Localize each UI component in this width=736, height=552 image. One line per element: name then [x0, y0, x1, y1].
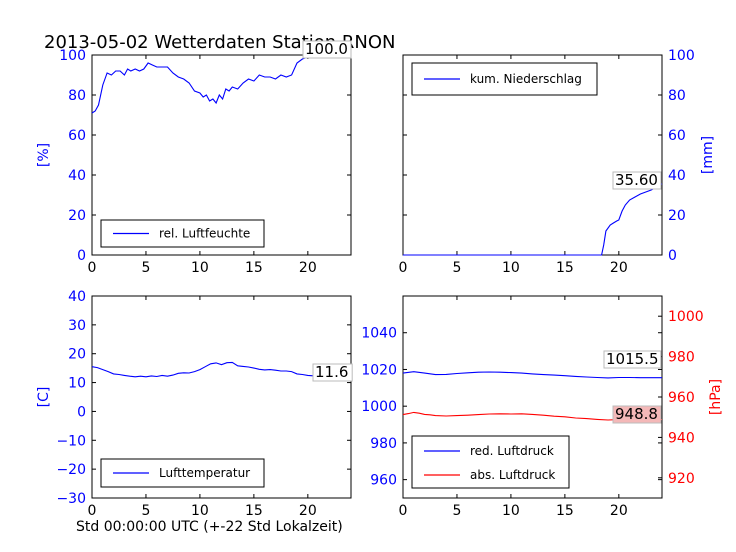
axes-frame: [91, 54, 352, 256]
y-tick-label: −20: [56, 462, 86, 478]
value-label-box: [603, 350, 662, 369]
value-label-box: [302, 40, 352, 59]
y-tick-label: 1040: [361, 326, 397, 342]
y-tick-label: 10: [68, 376, 86, 392]
y-tick-label: 980: [370, 436, 397, 452]
value-label-box: [612, 405, 662, 424]
legend: red. Luftdruck abs. Luftdruck: [411, 435, 570, 489]
axes-frame: [91, 295, 352, 499]
y-tick-label: 30: [68, 318, 86, 334]
legend-entry: red. Luftdruck: [470, 444, 554, 458]
value-label: 948.8: [615, 405, 658, 423]
x-tick-label: 20: [610, 260, 628, 276]
x-axis-label: Std 00:00:00 UTC (+-22 Std Lokalzeit): [76, 519, 343, 535]
y-right-tick-label: 1000: [668, 309, 704, 325]
x-tick-label: 10: [502, 503, 520, 519]
legend-entry: abs. Luftdruck: [470, 468, 555, 482]
y-tick-label: 60: [68, 128, 86, 144]
y-tick-label: 100: [59, 48, 86, 64]
x-tick-label: 15: [556, 503, 574, 519]
y-tick-label: 1020: [361, 362, 397, 378]
y-tick-label: 20: [68, 208, 86, 224]
value-label-box: [612, 171, 662, 190]
series-line-1: [91, 361, 352, 379]
value-label: 1015.5: [606, 350, 659, 368]
x-tick-label: 0: [399, 503, 408, 519]
x-tick-label: 5: [452, 260, 461, 276]
legend-entry: rel. Luftfeuchte: [159, 227, 250, 241]
y-axis-label: [%]: [36, 143, 52, 167]
value-label-box: [312, 363, 353, 382]
y-right-tick-label: 920: [668, 471, 695, 487]
panel-top-left: 0 5 10 15 20 0 20 40 60 80 100 [%] rel. Luftfeuchte 1…: [36, 40, 352, 276]
value-label: 100.0: [305, 40, 348, 58]
y-tick-label: 80: [668, 88, 686, 104]
y-tick-label: 100: [668, 48, 695, 64]
x-tick-label: 20: [299, 260, 317, 276]
value-label: 11.6: [315, 363, 348, 381]
y-tick-label: 40: [68, 289, 86, 305]
y-tick-label: 60: [668, 128, 686, 144]
y-tick-label: 40: [68, 168, 86, 184]
x-tick-label: 5: [141, 260, 150, 276]
panel-bottom-right: 0 5 10 15 20 960 980 1000 1020 1040 920 940 960 980 10…: [361, 295, 724, 519]
x-tick-label: 15: [245, 260, 263, 276]
x-tick-label: 5: [141, 503, 150, 519]
panel-top-right: 0 5 10 15 20 0 20 40 60 80 100 [mm] kum. Niederschla…: [399, 48, 716, 276]
y-tick-label: 0: [668, 248, 677, 264]
x-tick-label: 10: [191, 503, 209, 519]
panel-bottom-left: 0 5 10 15 20 −30 −20 −10 0 10 20 30 40 [C] Std 00:00:0…: [36, 289, 353, 535]
series-line-1: [402, 371, 662, 379]
y-tick-label: −30: [56, 491, 86, 507]
legend-entry: Lufttemperatur: [159, 466, 250, 480]
y-axis-label: [hPa]: [708, 379, 724, 415]
y-tick-label: 0: [77, 248, 86, 264]
x-tick-label: 0: [88, 260, 97, 276]
series-line-1: [91, 54, 351, 114]
legend: Lufttemperatur: [100, 458, 265, 488]
y-tick-label: 20: [668, 208, 686, 224]
y-right-tick-label: 980: [668, 350, 695, 366]
series-line-1: [403, 183, 663, 256]
y-tick-label: 20: [68, 347, 86, 363]
value-label: 35.60: [615, 171, 658, 189]
x-tick-label: 15: [245, 503, 263, 519]
y-tick-label: −10: [56, 433, 86, 449]
x-tick-label: 10: [502, 260, 520, 276]
y-tick-label: 80: [68, 88, 86, 104]
legend: kum. Niederschlag: [411, 62, 598, 96]
x-tick-label: 5: [452, 503, 461, 519]
y-tick-label: 1000: [361, 399, 397, 415]
x-tick-label: 15: [556, 260, 574, 276]
y-right-tick-label: 940: [668, 430, 695, 446]
legend-box: [411, 435, 570, 489]
legend-entry: kum. Niederschlag: [470, 72, 582, 86]
y-axis-label: [mm]: [700, 136, 716, 174]
x-tick-label: 10: [191, 260, 209, 276]
y-tick-label: 40: [668, 168, 686, 184]
y-right-tick-label: 960: [668, 390, 695, 406]
y-tick-label: 960: [370, 473, 397, 489]
y-axis-label: [C]: [36, 387, 52, 408]
x-tick-label: 0: [88, 503, 97, 519]
x-tick-label: 20: [610, 503, 628, 519]
y-tick-label: 0: [77, 404, 86, 420]
x-tick-label: 0: [399, 260, 408, 276]
x-tick-label: 20: [299, 503, 317, 519]
legend: rel. Luftfeuchte: [100, 219, 265, 248]
